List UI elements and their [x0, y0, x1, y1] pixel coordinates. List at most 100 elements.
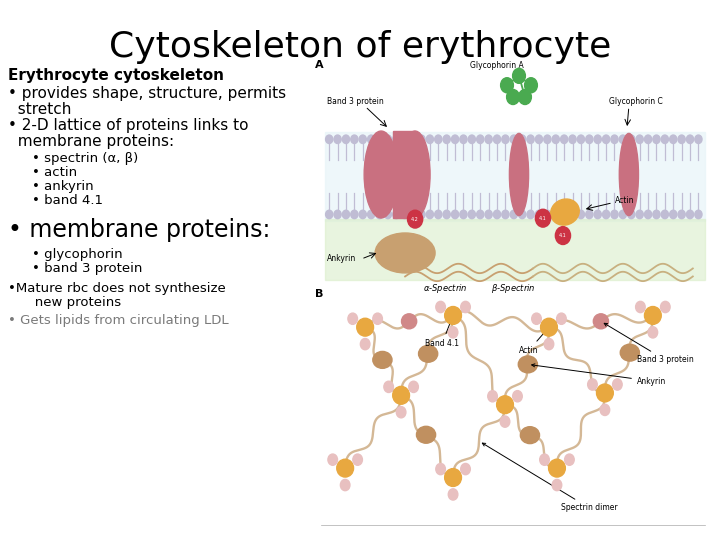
Text: Spectrin dimer: Spectrin dimer: [482, 443, 618, 512]
Circle shape: [531, 313, 541, 325]
Ellipse shape: [521, 427, 539, 443]
Circle shape: [341, 480, 350, 491]
Text: • band 4.1: • band 4.1: [32, 194, 103, 207]
Ellipse shape: [392, 387, 410, 404]
Circle shape: [477, 135, 484, 144]
Ellipse shape: [518, 356, 537, 373]
Circle shape: [653, 210, 660, 219]
Circle shape: [359, 135, 366, 144]
Circle shape: [527, 135, 534, 144]
Ellipse shape: [620, 344, 639, 361]
Circle shape: [661, 210, 668, 219]
Text: •Mature rbc does not synthesize: •Mature rbc does not synthesize: [8, 282, 226, 295]
Circle shape: [373, 313, 382, 325]
Ellipse shape: [416, 426, 436, 443]
Circle shape: [552, 135, 559, 144]
Circle shape: [525, 78, 537, 93]
Ellipse shape: [596, 384, 613, 402]
Text: 4.1: 4.1: [559, 233, 567, 238]
Text: • provides shape, structure, permits: • provides shape, structure, permits: [8, 86, 286, 101]
Circle shape: [353, 454, 362, 465]
Circle shape: [586, 135, 593, 144]
Ellipse shape: [551, 199, 580, 225]
Circle shape: [449, 489, 458, 500]
Circle shape: [384, 135, 392, 144]
Circle shape: [325, 135, 333, 144]
Text: B: B: [315, 289, 323, 299]
Circle shape: [603, 210, 610, 219]
Circle shape: [555, 227, 570, 245]
Circle shape: [487, 390, 498, 402]
Circle shape: [577, 135, 585, 144]
Circle shape: [518, 90, 531, 105]
Ellipse shape: [549, 459, 565, 477]
Circle shape: [544, 339, 554, 350]
Circle shape: [686, 210, 693, 219]
Circle shape: [418, 210, 425, 219]
Circle shape: [376, 210, 383, 219]
Text: Actin: Actin: [519, 330, 546, 355]
Text: 4.1: 4.1: [539, 215, 547, 221]
Ellipse shape: [497, 396, 513, 414]
Text: Glycophorin A: Glycophorin A: [470, 61, 524, 70]
Circle shape: [409, 381, 418, 393]
Text: Ankyrin: Ankyrin: [531, 364, 666, 386]
Ellipse shape: [364, 131, 398, 218]
Circle shape: [619, 210, 626, 219]
Text: 4.2: 4.2: [411, 217, 419, 221]
Text: stretch: stretch: [8, 102, 71, 117]
Ellipse shape: [402, 314, 417, 329]
Circle shape: [443, 210, 450, 219]
Ellipse shape: [541, 318, 557, 336]
Text: A: A: [315, 60, 324, 70]
Circle shape: [367, 135, 374, 144]
Circle shape: [636, 210, 643, 219]
Text: Band 4.1: Band 4.1: [425, 319, 459, 348]
Ellipse shape: [418, 345, 438, 362]
Circle shape: [418, 135, 425, 144]
Circle shape: [561, 210, 568, 219]
Circle shape: [686, 135, 693, 144]
Circle shape: [468, 210, 475, 219]
Circle shape: [351, 210, 358, 219]
Ellipse shape: [644, 307, 661, 325]
Circle shape: [644, 135, 652, 144]
Circle shape: [670, 135, 677, 144]
Circle shape: [328, 454, 338, 465]
Circle shape: [451, 135, 459, 144]
Circle shape: [367, 210, 374, 219]
Circle shape: [513, 390, 522, 402]
Circle shape: [536, 210, 543, 219]
Circle shape: [436, 463, 446, 475]
Circle shape: [500, 78, 513, 93]
Circle shape: [461, 463, 470, 475]
Circle shape: [510, 210, 518, 219]
Circle shape: [552, 480, 562, 491]
Circle shape: [384, 210, 392, 219]
Circle shape: [451, 210, 459, 219]
Circle shape: [653, 135, 660, 144]
Circle shape: [636, 301, 645, 313]
Text: membrane proteins:: membrane proteins:: [8, 134, 174, 149]
Circle shape: [502, 210, 509, 219]
Circle shape: [661, 135, 668, 144]
Text: • spectrin (α, β): • spectrin (α, β): [32, 152, 138, 165]
Circle shape: [401, 210, 408, 219]
Circle shape: [435, 210, 442, 219]
Text: • 2-D lattice of proteins links to: • 2-D lattice of proteins links to: [8, 118, 248, 133]
Text: $\alpha$-Spectrin: $\alpha$-Spectrin: [423, 281, 467, 294]
Circle shape: [660, 301, 670, 313]
Circle shape: [540, 454, 549, 465]
Circle shape: [678, 135, 685, 144]
Circle shape: [518, 210, 526, 219]
Ellipse shape: [619, 133, 639, 215]
Circle shape: [384, 381, 393, 393]
Ellipse shape: [510, 133, 528, 215]
Circle shape: [401, 135, 408, 144]
Circle shape: [426, 210, 433, 219]
Ellipse shape: [445, 307, 462, 325]
Circle shape: [351, 135, 358, 144]
Circle shape: [586, 210, 593, 219]
Circle shape: [628, 210, 635, 219]
Circle shape: [544, 210, 551, 219]
